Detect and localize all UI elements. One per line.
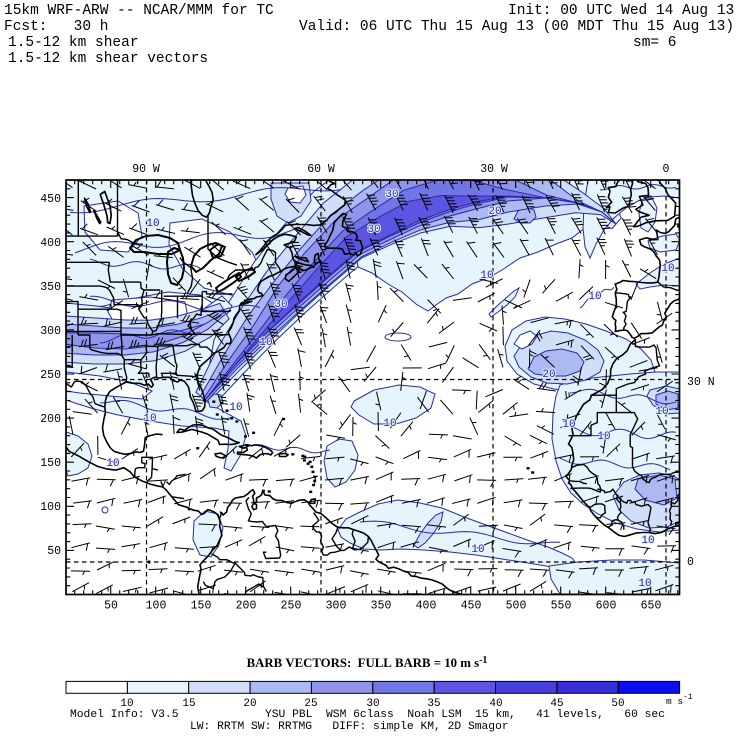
svg-text:250: 250 [40,369,61,382]
svg-text:150: 150 [191,600,212,613]
svg-text:0: 0 [687,556,694,569]
svg-text:LW: RRTM SW: RRTMG DIFF: sim: LW: RRTM SW: RRTMG DIFF: simple KM, 2D S… [190,721,509,733]
svg-text:400: 400 [416,600,437,613]
svg-text:10: 10 [120,698,133,710]
svg-text:40: 40 [489,698,502,710]
svg-text:650: 650 [641,600,662,613]
svg-text:Fcst: 30 h: Fcst: 30 h [4,19,108,35]
svg-text:300: 300 [326,600,347,613]
svg-text:YSU PBL WSM 6class Noah LSM: YSU PBL WSM 6class Noah LSM 15 km, 41 le… [265,709,665,721]
svg-text:250: 250 [281,600,302,613]
svg-text:10: 10 [597,431,610,443]
svg-text:Init: 00 UTC Wed 14 Aug 13: Init: 00 UTC Wed 14 Aug 13 [508,3,734,19]
svg-text:50: 50 [104,600,118,613]
svg-text:0: 0 [663,163,670,176]
svg-text:450: 450 [461,600,482,613]
svg-text:10: 10 [480,270,493,282]
svg-text:50: 50 [611,698,624,710]
svg-text:10: 10 [106,458,119,470]
svg-text:1.5-12 km shear: 1.5-12 km shear [8,35,139,51]
svg-text:1.5-12 km shear vectors: 1.5-12 km shear vectors [8,51,208,67]
svg-text:500: 500 [506,600,527,613]
svg-text:10: 10 [638,578,651,590]
svg-text:30 N: 30 N [687,376,715,389]
svg-text:20: 20 [243,698,256,710]
svg-text:m s: m s [666,696,683,707]
svg-text:10: 10 [661,263,674,275]
svg-text:30: 30 [366,698,379,710]
svg-text:60 W: 60 W [307,163,335,176]
svg-text:400: 400 [40,237,61,250]
svg-text:350: 350 [371,600,392,613]
svg-text:100: 100 [146,600,167,613]
svg-text:15km WRF-ARW -- NCAR/MMM for T: 15km WRF-ARW -- NCAR/MMM for TC [4,3,274,19]
svg-text:450: 450 [40,193,61,206]
svg-text:10: 10 [641,535,654,547]
svg-text:150: 150 [40,457,61,470]
svg-text:Valid: 06 UTC Thu 15 Aug 13 (0: Valid: 06 UTC Thu 15 Aug 13 (00 MDT Thu … [299,19,734,35]
svg-text:100: 100 [40,501,61,514]
svg-text:10: 10 [562,419,575,431]
svg-text:35: 35 [427,698,440,710]
svg-text:25: 25 [304,698,317,710]
svg-text:-1: -1 [683,693,693,702]
svg-text:50: 50 [47,545,61,558]
svg-text:10: 10 [588,291,601,303]
svg-text:30 W: 30 W [480,163,508,176]
svg-text:20: 20 [488,206,501,218]
svg-text:45: 45 [550,698,563,710]
svg-text:10: 10 [383,418,396,430]
svg-text:30: 30 [367,224,380,236]
svg-text:BARB VECTORS: FULL BARB = 10: BARB VECTORS: FULL BARB = 10 m s-1 [247,655,488,670]
svg-text:300: 300 [40,325,61,338]
svg-text:sm= 6: sm= 6 [633,35,677,51]
svg-text:350: 350 [40,281,61,294]
svg-text:10: 10 [143,413,156,425]
svg-text:200: 200 [236,600,257,613]
svg-text:10: 10 [229,402,242,414]
svg-text:600: 600 [596,600,617,613]
svg-text:10: 10 [471,544,484,556]
svg-text:30: 30 [385,189,398,201]
svg-text:15: 15 [182,698,195,710]
svg-text:30: 30 [274,299,287,311]
svg-text:10: 10 [655,406,668,418]
svg-text:10: 10 [146,218,159,230]
svg-text:550: 550 [551,600,572,613]
svg-text:Model Info: V3.5: Model Info: V3.5 [70,709,179,721]
svg-text:200: 200 [40,413,61,426]
svg-text:20: 20 [542,369,555,381]
svg-text:90 W: 90 W [132,163,160,176]
svg-text:10: 10 [259,337,272,349]
